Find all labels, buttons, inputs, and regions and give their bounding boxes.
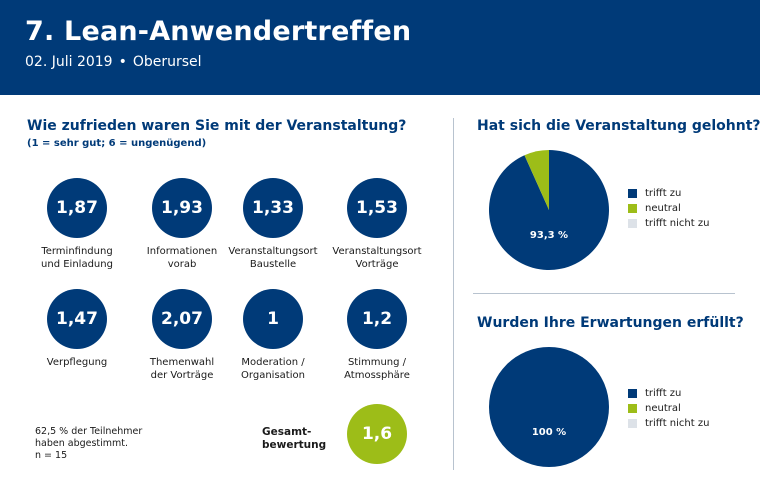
legend-item: neutral — [628, 201, 709, 216]
legend-label: trifft zu — [645, 388, 682, 399]
header-banner: 7. Lean-Anwendertreffen 02. Juli 2019 • Ob… — [0, 0, 760, 95]
chart2-legend: trifft zu neutral trifft nicht zu — [628, 386, 709, 431]
rating-circle: 1,33 — [243, 178, 303, 238]
pie-slice-trifft-zu — [489, 347, 609, 467]
participation-note: 62,5 % der Teilnehmer haben abgestimmt. … — [35, 426, 143, 461]
legend-label: trifft nicht zu — [645, 418, 710, 429]
legend-label: neutral — [645, 403, 681, 414]
pie-data-label: 93,3 % — [530, 230, 568, 241]
legend-item: trifft nicht zu — [628, 216, 709, 231]
legend-swatch — [628, 189, 637, 198]
rating-label: Veranstaltungsort Vorträge — [332, 246, 422, 270]
rating-item: 1,2 Stimmung / Atmossphäre — [322, 289, 432, 382]
rating-circle: 1,2 — [347, 289, 407, 349]
scale-note: (1 = sehr gut; 6 = ungenügend) — [27, 138, 207, 149]
rating-item: 1,47 Verpflegung — [22, 289, 132, 369]
rating-label: Terminfindung und Einladung — [41, 246, 113, 270]
rating-label: Moderation / Organisation — [241, 357, 305, 381]
rating-circle: 1,53 — [347, 178, 407, 238]
rating-circle: 1,47 — [47, 289, 107, 349]
satisfaction-question: Wie zufrieden waren Sie mit der Veransta… — [27, 118, 407, 134]
chart1-legend: trifft zu neutral trifft nicht zu — [628, 186, 709, 231]
pie-chart-worth-it: 93,3 % — [489, 150, 609, 270]
rating-circle: 2,07 — [152, 289, 212, 349]
chart2-title: Wurden Ihre Erwartungen erfüllt? — [477, 315, 744, 331]
legend-swatch — [628, 204, 637, 213]
legend-item: trifft nicht zu — [628, 416, 709, 431]
rating-label: Stimmung / Atmossphäre — [344, 357, 410, 381]
legend-item: trifft zu — [628, 186, 709, 201]
legend-item: trifft zu — [628, 386, 709, 401]
legend-label: trifft zu — [645, 188, 682, 199]
rating-label: Veranstaltungsort Baustelle — [228, 246, 318, 270]
overall-rating-circle: 1,6 — [347, 404, 407, 464]
pie-chart-expectations: 100 % — [489, 347, 609, 467]
pie-slice-neutral — [524, 150, 549, 210]
horizontal-divider — [473, 293, 735, 294]
page-title: 7. Lean-Anwendertreffen — [25, 16, 412, 47]
rating-item: 1,93 Informationen vorab — [127, 178, 237, 271]
rating-label: Verpflegung — [46, 357, 108, 368]
pie-data-label: 100 % — [532, 427, 566, 438]
chart1-title: Hat sich die Veranstaltung gelohnt? — [477, 118, 760, 134]
legend-swatch — [628, 389, 637, 398]
rating-circle: 1 — [243, 289, 303, 349]
event-location: Oberursel — [132, 54, 202, 70]
rating-item: 1,87 Terminfindung und Einladung — [22, 178, 132, 271]
rating-item: 1 Moderation / Organisation — [218, 289, 328, 382]
legend-swatch — [628, 219, 637, 228]
rating-label: Themenwahl der Vorträge — [149, 357, 215, 381]
legend-label: trifft nicht zu — [645, 218, 710, 229]
rating-item: 2,07 Themenwahl der Vorträge — [127, 289, 237, 382]
separator-dot: • — [118, 54, 127, 70]
event-date: 02. Juli 2019 — [25, 54, 113, 70]
rating-item: 1,53 Veranstaltungsort Vorträge — [322, 178, 432, 271]
legend-swatch — [628, 419, 637, 428]
vertical-divider — [453, 118, 454, 470]
rating-circle: 1,93 — [152, 178, 212, 238]
event-info: 02. Juli 2019 • Oberursel — [25, 54, 202, 70]
overall-label: Gesamt- bewertung — [262, 426, 327, 451]
rating-item: 1,33 Veranstaltungsort Baustelle — [218, 178, 328, 271]
rating-circle: 1,87 — [47, 178, 107, 238]
legend-item: neutral — [628, 401, 709, 416]
legend-label: neutral — [645, 203, 681, 214]
legend-swatch — [628, 404, 637, 413]
rating-label: Informationen vorab — [146, 246, 218, 270]
